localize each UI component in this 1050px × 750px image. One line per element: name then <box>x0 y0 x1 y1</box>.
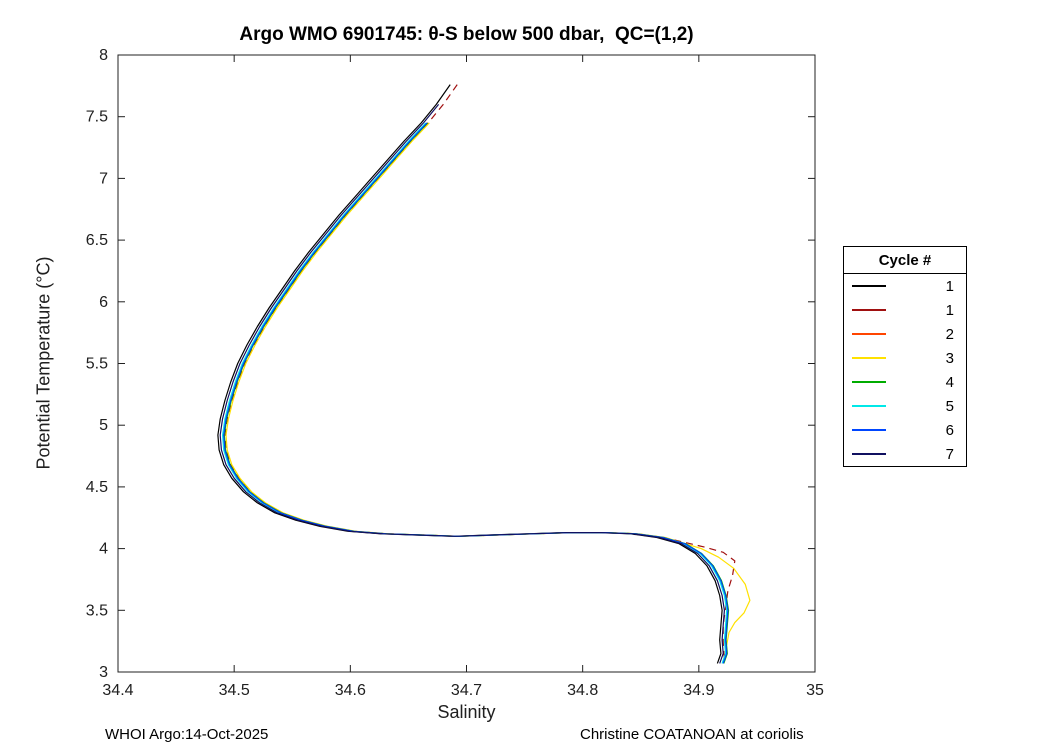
svg-text:3: 3 <box>99 664 108 681</box>
legend-line-swatch <box>852 453 886 455</box>
legend-line-swatch <box>852 285 886 287</box>
legend-item: 5 <box>844 394 966 418</box>
svg-text:6.5: 6.5 <box>86 232 108 249</box>
legend-item: 1 <box>844 298 966 322</box>
svg-text:35: 35 <box>806 682 824 699</box>
svg-text:6: 6 <box>99 294 108 311</box>
legend-item-label: 2 <box>945 325 954 343</box>
footer-attribution-left: WHOI Argo:14-Oct-2025 <box>105 726 269 743</box>
legend-item: 3 <box>844 346 966 370</box>
svg-text:34.5: 34.5 <box>219 682 250 699</box>
legend: Cycle # 1 1 2 3 4 5 6 7 <box>843 246 967 467</box>
legend-line-swatch <box>852 381 886 383</box>
chart-title: Argo WMO 6901745: θ-S below 500 dbar, QC… <box>239 24 694 45</box>
svg-text:34.9: 34.9 <box>683 682 714 699</box>
x-axis-label: Salinity <box>437 702 496 722</box>
legend-item: 7 <box>844 442 966 466</box>
svg-text:4: 4 <box>99 541 108 558</box>
svg-text:8: 8 <box>99 47 108 64</box>
svg-text:4.5: 4.5 <box>86 479 108 496</box>
legend-item: 2 <box>844 322 966 346</box>
svg-text:3.5: 3.5 <box>86 602 108 619</box>
legend-line-swatch <box>852 429 886 431</box>
svg-text:7.5: 7.5 <box>86 109 108 126</box>
legend-item-label: 1 <box>945 277 954 295</box>
legend-item-label: 3 <box>945 349 954 367</box>
svg-text:5.5: 5.5 <box>86 356 108 373</box>
legend-item: 4 <box>844 370 966 394</box>
legend-line-swatch <box>852 405 886 407</box>
legend-line-swatch <box>852 333 886 335</box>
legend-title: Cycle # <box>844 247 966 274</box>
legend-item-label: 7 <box>945 445 954 463</box>
legend-item-label: 4 <box>945 373 954 391</box>
legend-item-label: 1 <box>945 301 954 319</box>
svg-text:34.6: 34.6 <box>335 682 366 699</box>
svg-text:5: 5 <box>99 417 108 434</box>
legend-item: 6 <box>844 418 966 442</box>
legend-item: 1 <box>844 274 966 298</box>
legend-line-swatch <box>852 309 886 311</box>
legend-item-label: 6 <box>945 421 954 439</box>
legend-item-label: 5 <box>945 397 954 415</box>
svg-text:34.4: 34.4 <box>102 682 133 699</box>
legend-line-swatch <box>852 357 886 359</box>
svg-text:7: 7 <box>99 170 108 187</box>
svg-text:34.8: 34.8 <box>567 682 598 699</box>
svg-text:34.7: 34.7 <box>451 682 482 699</box>
footer-attribution-right: Christine COATANOAN at coriolis <box>580 726 804 743</box>
